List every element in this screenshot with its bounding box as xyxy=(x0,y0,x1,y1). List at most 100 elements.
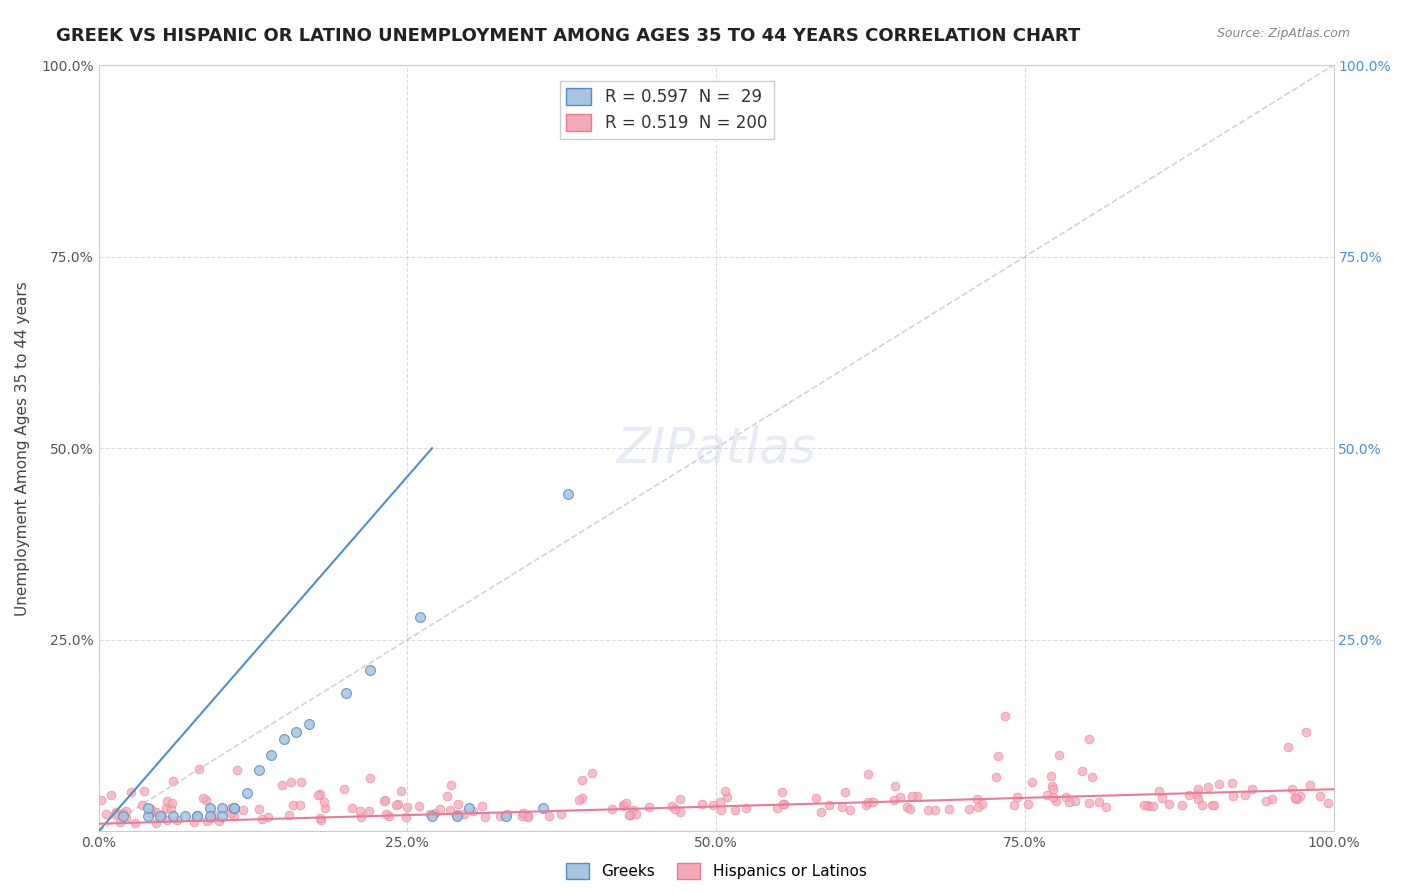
Point xyxy=(621,803,644,817)
Point xyxy=(613,799,636,814)
Point xyxy=(281,797,304,812)
Point xyxy=(108,815,131,830)
Point xyxy=(419,807,441,822)
Point xyxy=(271,778,294,792)
Point xyxy=(314,801,336,815)
Point xyxy=(856,795,879,809)
Point xyxy=(408,610,430,624)
Point xyxy=(624,806,647,821)
Point xyxy=(447,806,470,821)
Point xyxy=(1208,777,1230,791)
Point xyxy=(818,797,841,812)
Point xyxy=(373,794,395,808)
Point xyxy=(446,809,468,823)
Point xyxy=(1277,740,1299,755)
Point xyxy=(1284,791,1306,805)
Point xyxy=(600,802,623,816)
Point xyxy=(436,789,458,804)
Point xyxy=(517,810,540,824)
Point xyxy=(378,809,401,823)
Point xyxy=(309,811,332,825)
Point xyxy=(1150,790,1173,805)
Point xyxy=(247,763,270,777)
Point xyxy=(883,793,905,807)
Point xyxy=(160,802,183,816)
Point xyxy=(139,806,162,821)
Point xyxy=(1309,789,1331,804)
Point xyxy=(1045,794,1067,808)
Point xyxy=(1191,798,1213,813)
Point xyxy=(889,790,911,805)
Point xyxy=(571,790,593,805)
Point xyxy=(224,801,246,815)
Point xyxy=(994,709,1017,723)
Point xyxy=(724,803,747,817)
Point xyxy=(208,814,231,828)
Point xyxy=(186,809,208,823)
Point xyxy=(273,732,295,747)
Point xyxy=(1042,782,1064,797)
Point xyxy=(612,798,634,813)
Point xyxy=(1054,789,1077,804)
Point xyxy=(1036,789,1059,803)
Point xyxy=(174,809,197,823)
Point xyxy=(474,810,496,824)
Point xyxy=(900,789,922,804)
Point xyxy=(1070,764,1092,778)
Point xyxy=(986,770,1008,784)
Point xyxy=(440,778,463,792)
Point xyxy=(1095,800,1118,814)
Point xyxy=(395,799,418,814)
Point xyxy=(100,788,122,802)
Point xyxy=(340,801,363,815)
Point xyxy=(512,806,534,821)
Point xyxy=(224,809,246,823)
Point xyxy=(537,808,560,822)
Point xyxy=(1178,788,1201,802)
Point xyxy=(247,802,270,816)
Point xyxy=(309,787,332,801)
Point xyxy=(917,803,939,817)
Point xyxy=(224,801,246,815)
Point xyxy=(458,801,481,815)
Point xyxy=(924,803,946,817)
Point xyxy=(156,794,179,808)
Point xyxy=(186,809,208,823)
Point xyxy=(617,807,640,822)
Point xyxy=(496,806,519,821)
Point xyxy=(131,797,153,812)
Point xyxy=(716,789,738,804)
Point xyxy=(772,797,794,811)
Point xyxy=(115,811,138,825)
Point xyxy=(709,795,731,809)
Point xyxy=(278,808,301,822)
Point xyxy=(150,807,173,822)
Point xyxy=(191,791,214,805)
Point xyxy=(517,809,540,823)
Point xyxy=(160,797,183,811)
Point xyxy=(447,797,470,812)
Point xyxy=(773,797,796,811)
Point xyxy=(260,747,283,762)
Point xyxy=(1157,797,1180,812)
Point xyxy=(183,815,205,830)
Point xyxy=(710,804,733,818)
Point xyxy=(938,802,960,816)
Point xyxy=(124,815,146,830)
Point xyxy=(702,798,724,813)
Point xyxy=(1081,770,1104,784)
Point xyxy=(145,805,167,819)
Point xyxy=(1234,788,1257,802)
Point xyxy=(219,806,242,821)
Point xyxy=(120,784,142,798)
Point xyxy=(297,717,319,731)
Point xyxy=(221,800,243,814)
Point xyxy=(145,815,167,830)
Point xyxy=(967,800,990,814)
Legend: R = 0.597  N =  29, R = 0.519  N = 200: R = 0.597 N = 29, R = 0.519 N = 200 xyxy=(560,81,773,139)
Point xyxy=(288,797,311,812)
Point xyxy=(1281,781,1303,796)
Point xyxy=(898,802,921,816)
Point xyxy=(1040,769,1063,783)
Point xyxy=(290,775,312,789)
